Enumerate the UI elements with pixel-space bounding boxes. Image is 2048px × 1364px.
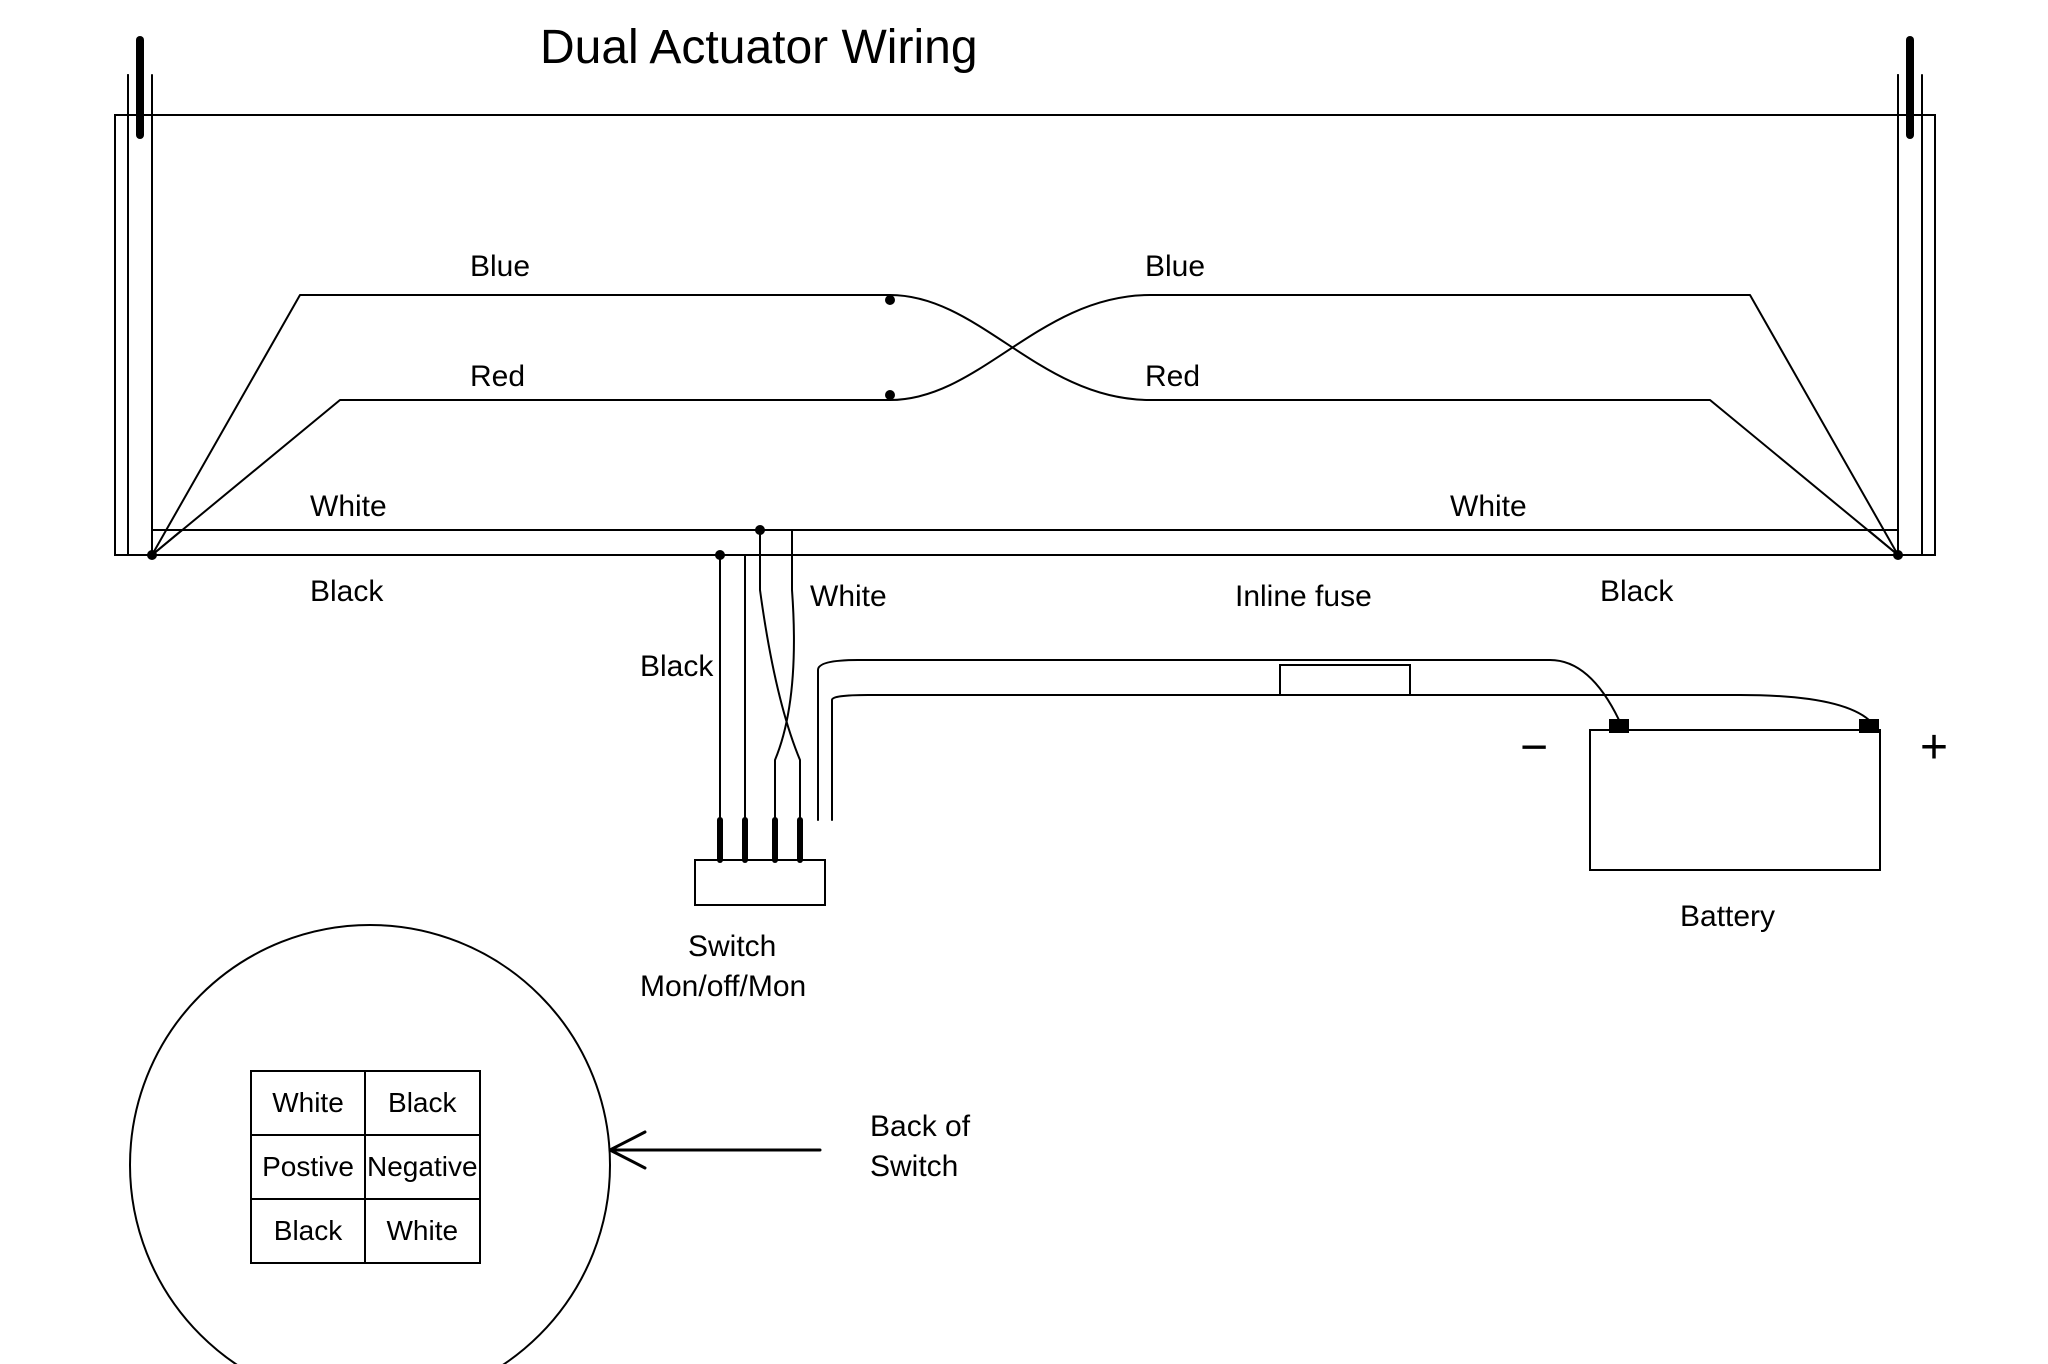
label-blue-left: Blue xyxy=(470,250,530,284)
label-back-of-switch-2: Switch xyxy=(870,1150,958,1184)
label-red-right: Red xyxy=(1145,360,1200,394)
label-black-to-switch: Black xyxy=(640,650,713,684)
switch-table-cell: Postive xyxy=(251,1135,365,1199)
label-white-left: White xyxy=(310,490,387,524)
switch-pinout-table: WhiteBlackPostiveNegativeBlackWhite xyxy=(250,1070,481,1264)
label-blue-right: Blue xyxy=(1145,250,1205,284)
label-battery: Battery xyxy=(1680,900,1775,934)
label-white-to-switch: White xyxy=(810,580,887,614)
switch-table-cell: White xyxy=(251,1071,365,1135)
label-black-left: Black xyxy=(310,575,383,609)
switch-table-cell: White xyxy=(365,1199,480,1263)
label-switch-line1: Switch xyxy=(688,930,776,964)
switch-table-cell: Negative xyxy=(365,1135,480,1199)
label-black-right: Black xyxy=(1600,575,1673,609)
label-inline-fuse: Inline fuse xyxy=(1235,580,1372,614)
wiring-diagram: Dual Actuator Wiring Blue Blue Red Red W… xyxy=(0,0,2048,1364)
label-battery-minus: − xyxy=(1520,720,1548,775)
label-switch-line2: Mon/off/Mon xyxy=(640,970,806,1004)
switch-table-cell: Black xyxy=(251,1199,365,1263)
label-white-right: White xyxy=(1450,490,1527,524)
switch-table-cell: Black xyxy=(365,1071,480,1135)
label-back-of-switch-1: Back of xyxy=(870,1110,970,1144)
label-battery-plus: + xyxy=(1920,720,1948,775)
label-red-left: Red xyxy=(470,360,525,394)
